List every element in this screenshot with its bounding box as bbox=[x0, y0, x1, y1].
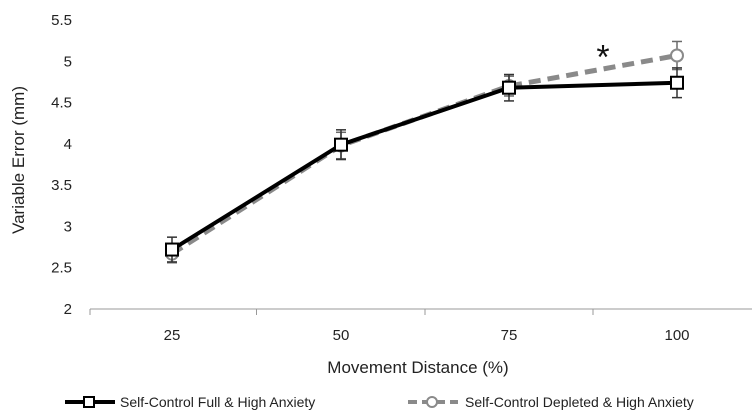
x-tick-label: 75 bbox=[501, 327, 518, 344]
x-tick-label: 100 bbox=[664, 327, 689, 344]
legend: Self-Control Full & High Anxiety Self-Co… bbox=[65, 394, 694, 410]
legend-swatch-marker-1 bbox=[83, 396, 95, 408]
legend-label-series-2: Self-Control Depleted & High Anxiety bbox=[465, 394, 694, 410]
x-tick-label: 25 bbox=[164, 327, 181, 344]
data-point bbox=[334, 137, 348, 152]
y-tick-label: 3.5 bbox=[51, 177, 72, 194]
y-tick-label: 5 bbox=[64, 53, 72, 70]
legend-item-series-2: Self-Control Depleted & High Anxiety bbox=[408, 394, 694, 410]
x-axis-title: Movement Distance (%) bbox=[327, 358, 508, 377]
y-tick-label: 3 bbox=[64, 218, 72, 235]
data-point bbox=[670, 48, 684, 63]
data-point bbox=[165, 242, 179, 257]
y-tick-label: 2 bbox=[64, 301, 72, 318]
data-point bbox=[670, 75, 684, 90]
y-tick-label: 4 bbox=[64, 136, 72, 153]
y-axis-ticks: 2 2.5 3 3.5 4 4.5 5 5.5 bbox=[51, 12, 72, 318]
x-axis-ticks: 25 50 75 100 bbox=[89, 309, 690, 344]
legend-item-series-1: Self-Control Full & High Anxiety bbox=[65, 394, 315, 410]
y-axis-title: Variable Error (mm) bbox=[9, 86, 28, 234]
annotations: * bbox=[596, 38, 609, 76]
x-tick-label: 50 bbox=[333, 327, 350, 344]
data-point bbox=[502, 80, 516, 95]
significance-marker: * bbox=[596, 38, 609, 76]
y-tick-label: 4.5 bbox=[51, 95, 72, 112]
series-line bbox=[170, 80, 678, 252]
series-layer bbox=[165, 40, 684, 264]
legend-label-series-1: Self-Control Full & High Anxiety bbox=[120, 394, 315, 410]
legend-swatch-marker-2 bbox=[426, 396, 438, 408]
series-1 bbox=[165, 67, 684, 263]
y-tick-label: 5.5 bbox=[51, 12, 72, 29]
y-tick-label: 2.5 bbox=[51, 260, 72, 277]
